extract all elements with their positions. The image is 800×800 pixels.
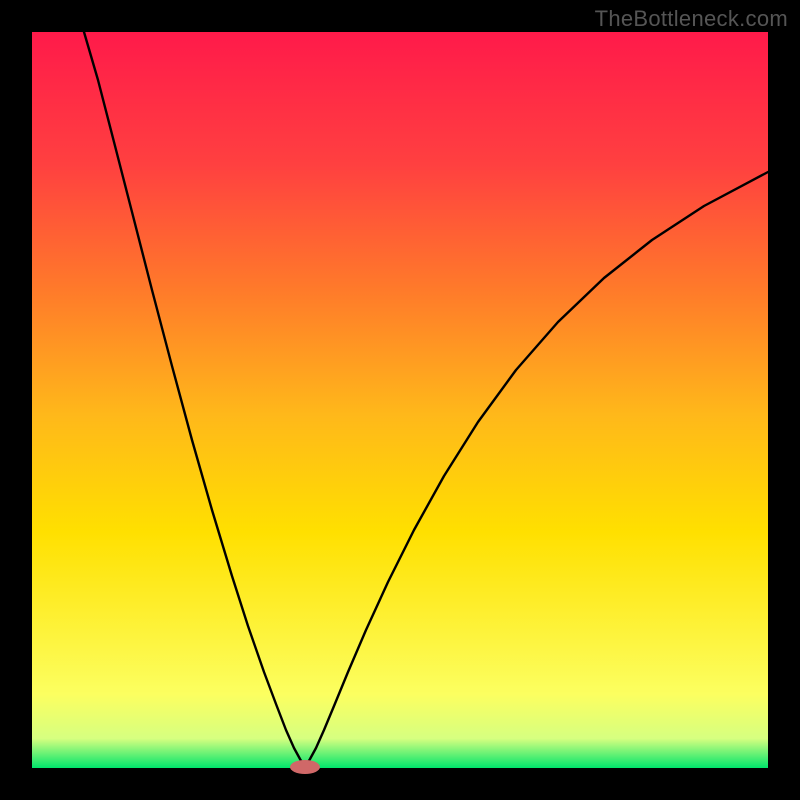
gradient-plot-area <box>32 32 768 768</box>
watermark-text: TheBottleneck.com <box>595 6 788 32</box>
optimal-point-marker <box>290 760 320 774</box>
bottleneck-chart <box>0 0 800 800</box>
chart-container: TheBottleneck.com <box>0 0 800 800</box>
